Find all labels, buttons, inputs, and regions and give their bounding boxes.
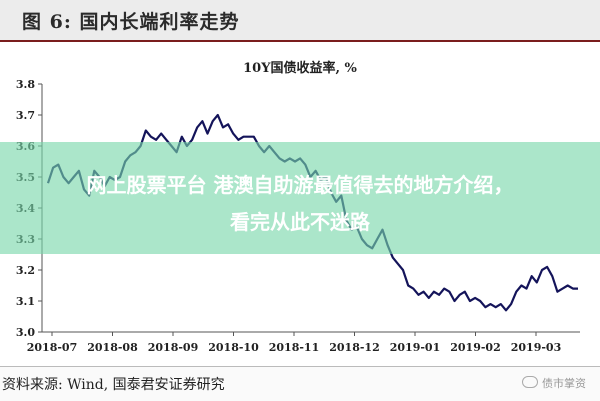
wechat-icon — [522, 376, 538, 388]
y-tick-label: 3.2 — [16, 264, 35, 277]
data-source-note: 资料来源: Wind, 国泰君安证券研究 — [2, 377, 225, 393]
chart-title: 10Y国债收益率, % — [243, 60, 357, 76]
x-tick-label: 2018-12 — [329, 341, 380, 354]
y-tick-label: 3.1 — [16, 295, 35, 308]
promo-text-line-2: 看完从此不迷路 — [230, 210, 370, 234]
watermark: 债市掌资 — [522, 375, 586, 391]
figure-title: 图 6: 国内长端利率走势 — [22, 11, 240, 33]
figure-header: 图 6: 国内长端利率走势 — [0, 0, 600, 42]
x-tick-label: 2019-02 — [450, 341, 501, 354]
x-tick-label: 2018-09 — [148, 341, 199, 354]
y-tick-label: 3.8 — [16, 78, 35, 91]
x-tick-label: 2019-01 — [390, 341, 441, 354]
x-tick-label: 2018-10 — [208, 341, 259, 354]
watermark-text: 债市掌资 — [542, 377, 586, 390]
promo-text-line-1: 网上股票平台 港澳自助游最值得去的地方介绍， — [86, 173, 514, 197]
x-tick-label: 2018-11 — [269, 341, 320, 354]
x-tick-label: 2018-07 — [27, 341, 78, 354]
x-tick-label: 2019-03 — [511, 341, 562, 354]
figure-footer: 资料来源: Wind, 国泰君安证券研究 债市掌资 — [0, 366, 600, 401]
y-tick-label: 3.0 — [16, 326, 35, 339]
x-tick-label: 2018-08 — [87, 341, 138, 354]
y-tick-label: 3.7 — [16, 109, 35, 122]
promo-overlay-banner[interactable]: 网上股票平台 港澳自助游最值得去的地方介绍， 看完从此不迷路 — [0, 142, 600, 254]
